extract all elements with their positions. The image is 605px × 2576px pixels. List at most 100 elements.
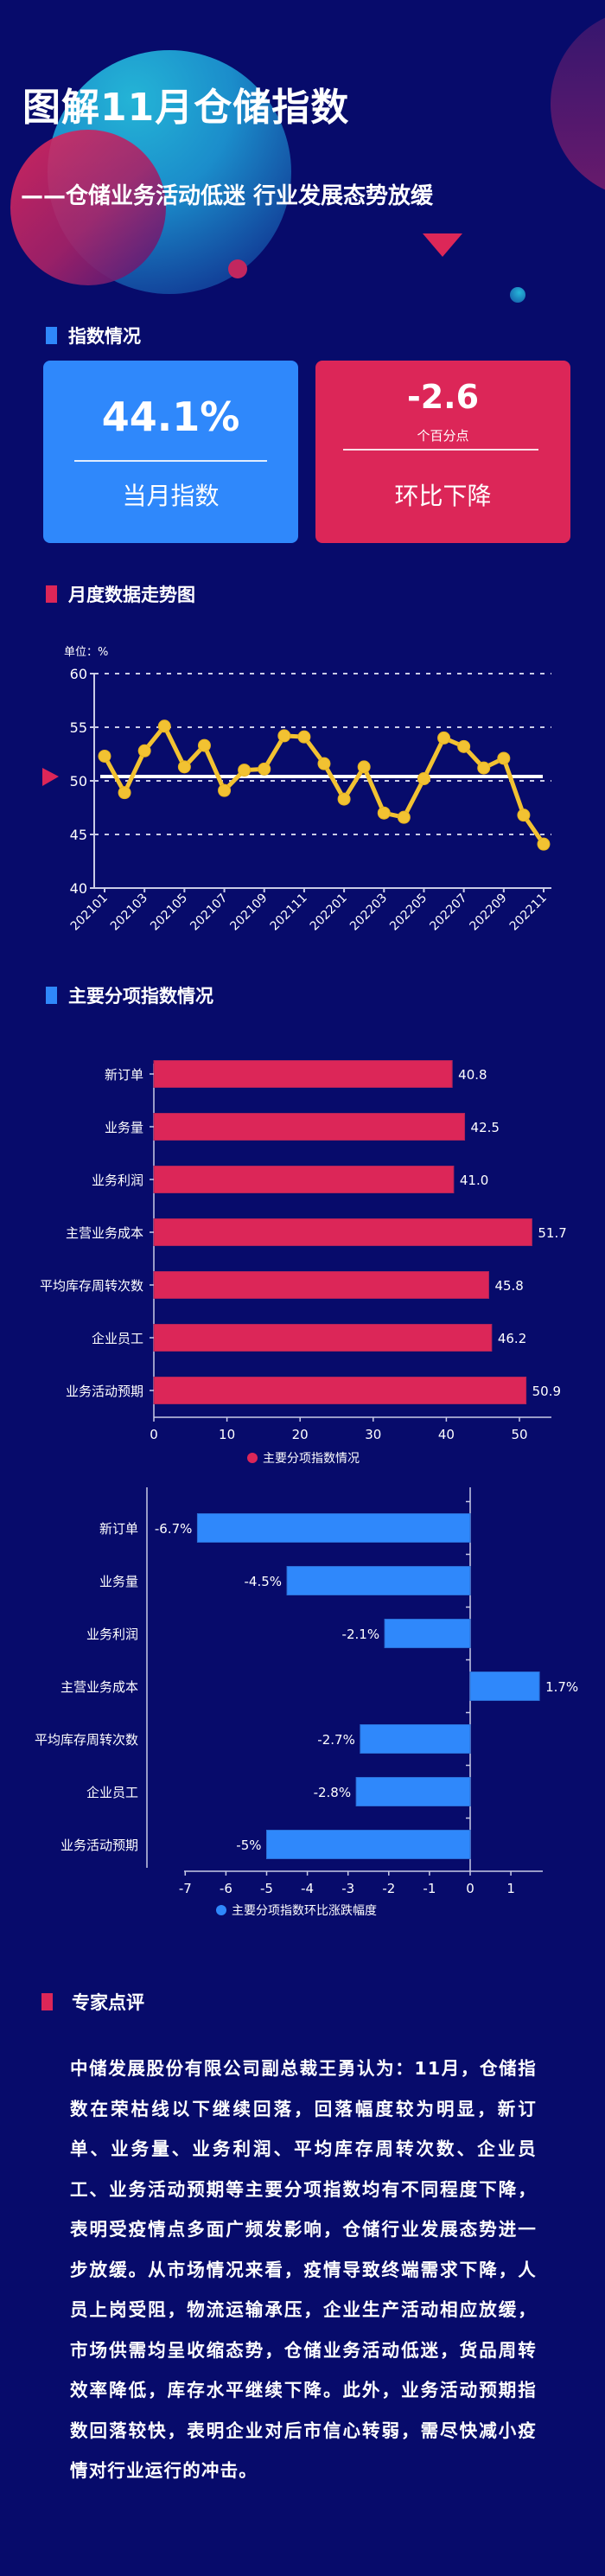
data-point: [317, 757, 331, 770]
x-tick-label: 30: [365, 1427, 381, 1442]
value-label: -6.7%: [155, 1521, 193, 1537]
x-tick-label: 202101: [68, 892, 111, 934]
data-point: [417, 772, 430, 786]
bar: [355, 1777, 471, 1806]
bar: [153, 1113, 466, 1141]
bar: [384, 1619, 471, 1648]
data-point: [457, 739, 471, 753]
bar: [286, 1566, 471, 1595]
bar: [153, 1377, 527, 1404]
subindex-change-bar-chart: -7 -6 -5 -4 -3 -2 -1 0 1 新订单 -6.7% 业务量 -4.5% 业务利润 -2.1…: [35, 1487, 578, 1918]
legend-dot-icon: [216, 1905, 226, 1915]
category-label: 业务活动预期: [60, 1838, 138, 1853]
data-point: [377, 806, 391, 820]
value-label: -2.1%: [342, 1627, 380, 1642]
x-tick-label: 202201: [308, 892, 350, 934]
category-label: 业务量: [105, 1120, 143, 1135]
x-tick-label: 202203: [347, 892, 390, 934]
value-label: 51.7: [538, 1225, 566, 1241]
expert-comment-paragraph: 中储发展股份有限公司副总裁王勇认为：11月，仓储指数在荣枯线以下继续回落，回落幅…: [70, 2058, 537, 2481]
category-label: 业务量: [99, 1574, 138, 1589]
bar: [469, 1672, 540, 1701]
change-card: -2.6 个百分点 环比下降: [315, 361, 570, 543]
section-heading-trend: 月度数据走势图: [46, 581, 195, 607]
category-label: 企业员工: [86, 1785, 138, 1800]
x-tick-label: -3: [341, 1881, 354, 1896]
current-index-card: 44.1% 当月指数: [43, 361, 298, 543]
data-point: [337, 792, 351, 806]
data-point: [118, 786, 131, 800]
bar: [153, 1218, 532, 1246]
section-marker-icon: [46, 585, 57, 603]
x-tick-label: 202205: [387, 892, 430, 934]
value-label: 40.8: [458, 1067, 487, 1083]
y-tick-label: 45: [70, 827, 87, 843]
page-subtitle: ——仓储业务活动低迷 行业发展态势放缓: [21, 183, 434, 209]
x-tick-label: -1: [423, 1881, 436, 1896]
section-marker-icon: [46, 327, 57, 344]
data-point: [357, 760, 371, 774]
bar: [266, 1830, 471, 1859]
data-point: [477, 761, 491, 775]
change-unit: 个百分点: [417, 428, 469, 444]
x-tick-label: -5: [260, 1881, 273, 1896]
y-tick-label: 60: [70, 666, 87, 682]
card-divider: [74, 460, 267, 462]
x-tick-label: 202209: [468, 892, 510, 934]
x-tick-label: 202107: [188, 892, 230, 934]
data-point: [157, 719, 171, 733]
change-label: 环比下降: [394, 482, 492, 510]
data-point: [277, 729, 291, 743]
value-label: 46.2: [498, 1331, 526, 1346]
x-tick-label: 202211: [507, 892, 550, 934]
x-tick-label: -4: [301, 1881, 314, 1896]
current-index-label: 当月指数: [122, 482, 220, 510]
x-tick-label: -7: [179, 1881, 192, 1896]
reference-marker-icon: [42, 768, 59, 786]
data-point: [197, 738, 211, 752]
x-tick-label: 1: [506, 1881, 515, 1896]
y-tick-label: 50: [70, 773, 87, 789]
data-point: [397, 810, 411, 824]
data-point: [218, 783, 232, 797]
data-point: [177, 760, 191, 774]
current-index-value: 44.1%: [101, 393, 240, 440]
unit-label: 单位：%: [64, 646, 108, 659]
bar: [153, 1324, 493, 1352]
value-label: -5%: [236, 1838, 261, 1853]
data-point: [497, 751, 511, 765]
x-tick-label: 40: [438, 1427, 455, 1442]
category-label: 新订单: [99, 1521, 138, 1537]
value-label: 50.9: [532, 1384, 561, 1399]
bar: [196, 1513, 471, 1543]
category-label: 企业员工: [92, 1331, 143, 1346]
section-heading-expert: 专家点评: [41, 1989, 144, 2015]
x-tick-label: -6: [220, 1881, 232, 1896]
data-point: [297, 730, 311, 744]
x-tick-label: 50: [511, 1427, 527, 1442]
category-label: 主营业务成本: [60, 1679, 138, 1695]
data-point: [238, 764, 252, 777]
section-heading-text: 主要分项指数情况: [68, 986, 213, 1007]
data-point: [437, 731, 451, 745]
legend-dot-icon: [247, 1453, 258, 1463]
category-label: 业务活动预期: [66, 1384, 143, 1399]
data-point: [98, 749, 111, 763]
x-tick-label: 202109: [227, 892, 270, 934]
card-divider: [343, 449, 538, 451]
category-label: 平均库存周转次数: [40, 1278, 143, 1294]
value-label: 42.5: [471, 1120, 500, 1135]
value-label: -4.5%: [245, 1574, 283, 1589]
change-value: -2.6: [406, 378, 480, 416]
category-label: 业务利润: [86, 1627, 138, 1642]
decorative-circle-pink: [10, 130, 166, 285]
y-tick-label: 40: [70, 880, 87, 897]
category-label: 主营业务成本: [66, 1225, 143, 1241]
legend-label: 主要分项指数环比涨跌幅度: [232, 1904, 377, 1918]
data-point: [537, 837, 551, 851]
value-label: 41.0: [460, 1173, 488, 1188]
decorative-dot-pink: [228, 259, 247, 278]
x-tick-label: 202103: [108, 892, 150, 934]
monthly-trend-line-chart: 单位：%404550556020210120210320210520210720…: [42, 646, 551, 934]
subindex-bar-chart: 0 10 20 30 40 50 新订单 40.8 业务量 42.5 业务利润 41.0 主营业务成本 5…: [40, 1060, 567, 1466]
